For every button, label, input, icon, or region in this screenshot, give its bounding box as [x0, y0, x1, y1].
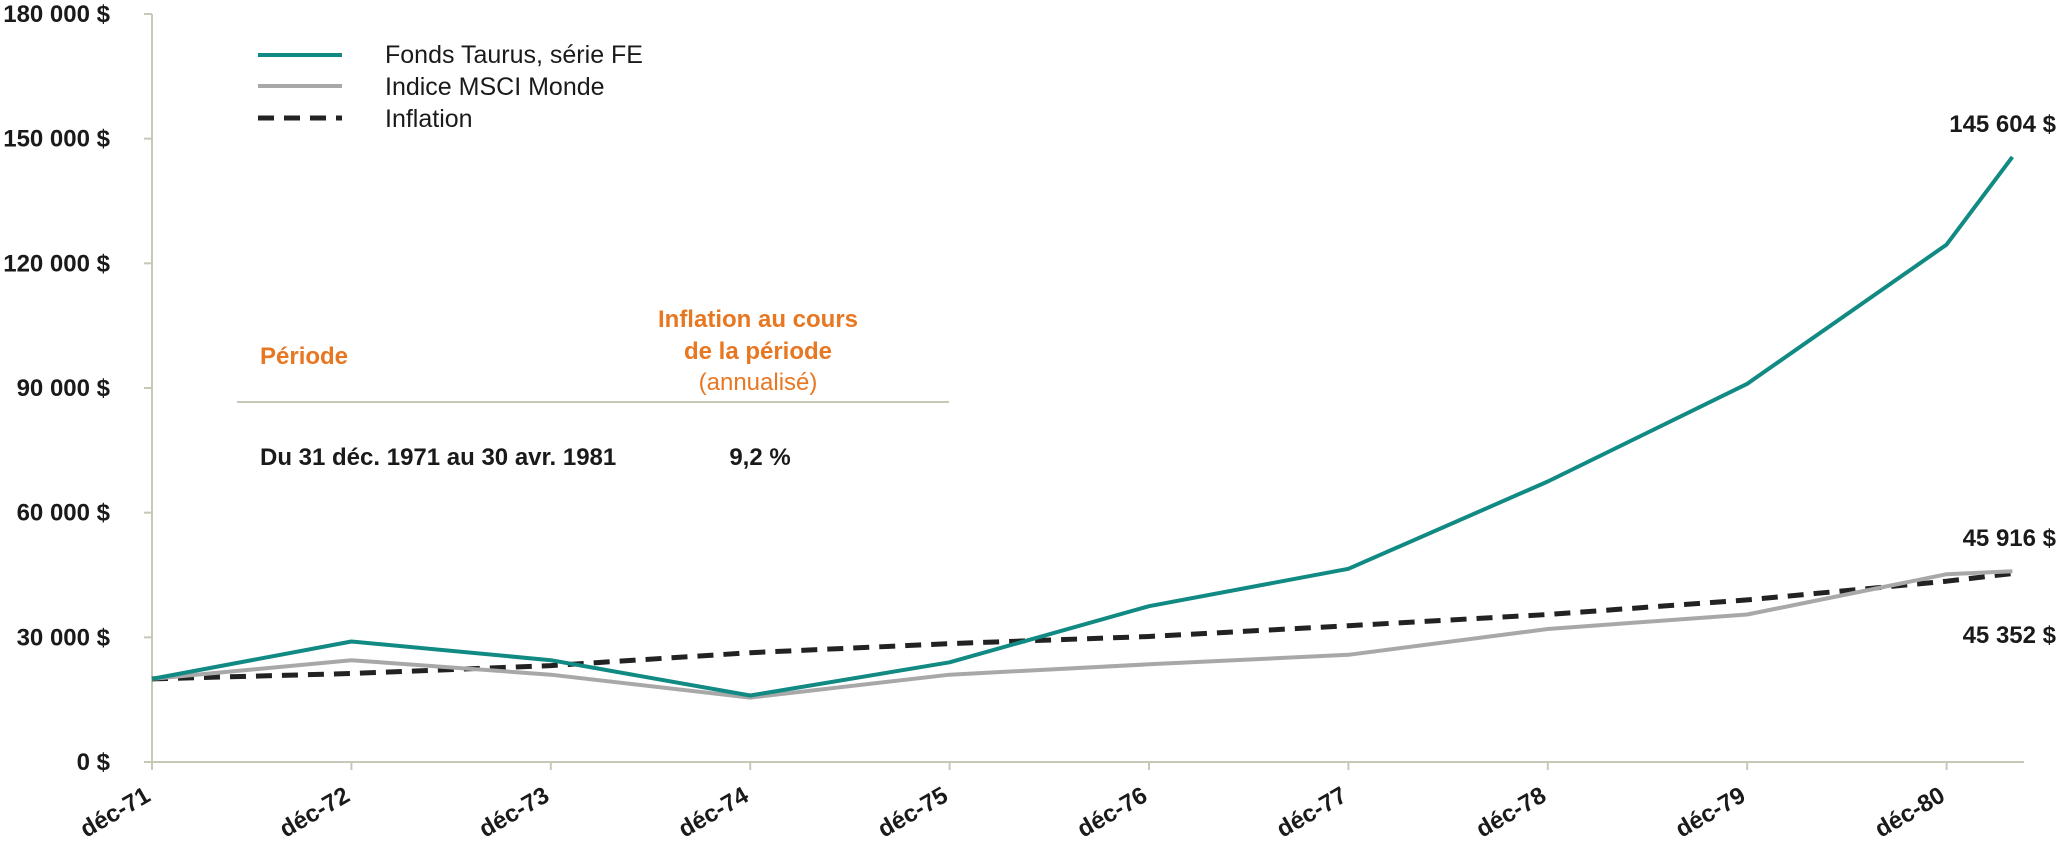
end-label-1: 45 916 $	[1963, 525, 2057, 552]
legend-label-msci: Indice MSCI Monde	[385, 73, 605, 101]
x-tick-label: déc-76	[1073, 782, 1152, 843]
y-tick-label: 180 000 $	[3, 1, 110, 28]
x-tick-label: déc-72	[275, 782, 354, 843]
series-line-0	[151, 155, 2014, 698]
table-row-period: Du 31 déc. 1971 au 30 avr. 1981	[260, 444, 616, 471]
x-tick-label: déc-73	[474, 782, 553, 843]
legend: Fonds Taurus, série FE Indice MSCI Monde…	[258, 41, 643, 133]
series-line-2	[151, 571, 2013, 682]
y-tick-label: 0 $	[77, 749, 111, 776]
x-axis-ticks: déc-71 déc-72 déc-73 déc-74 déc-75 déc-76 déc-…	[76, 762, 1950, 843]
series-lines	[151, 155, 2014, 700]
table-header-period: Période	[260, 343, 348, 370]
table-header-inflation-line1: Inflation au cours	[658, 306, 858, 333]
y-tick-label: 120 000 $	[3, 250, 110, 277]
x-tick-label: déc-75	[873, 782, 952, 843]
y-tick-label: 30 000 $	[17, 624, 111, 651]
y-axis-ticks: 0 $ 30 000 $ 60 000 $ 90 000 $ 120 000 $ 150 …	[3, 1, 152, 776]
end-label-2: 45 352 $	[1963, 622, 2057, 649]
y-tick-label: 90 000 $	[17, 375, 111, 402]
x-tick-label: déc-74	[674, 781, 754, 843]
y-tick-label: 150 000 $	[3, 126, 110, 153]
x-tick-label: déc-80	[1870, 782, 1949, 843]
table-header-inflation-line3: (annualisé)	[699, 369, 818, 396]
x-tick-label: déc-79	[1671, 782, 1750, 843]
legend-label-taurus: Fonds Taurus, série FE	[385, 41, 643, 69]
x-tick-label: déc-77	[1272, 782, 1351, 843]
end-label-0: 145 604 $	[1949, 111, 2056, 138]
inflation-table: Période Inflation au cours de la période…	[237, 306, 949, 471]
x-tick-label: déc-78	[1471, 782, 1550, 843]
legend-label-inflation: Inflation	[385, 105, 473, 133]
x-tick-label: déc-71	[76, 782, 155, 843]
series-line-1	[151, 569, 2013, 700]
table-header-inflation-line2: de la période	[684, 338, 832, 365]
end-labels: 145 604 $ 45 916 $ 45 352 $	[1949, 111, 2056, 649]
table-row-value: 9,2 %	[729, 444, 790, 471]
y-tick-label: 60 000 $	[17, 500, 111, 527]
